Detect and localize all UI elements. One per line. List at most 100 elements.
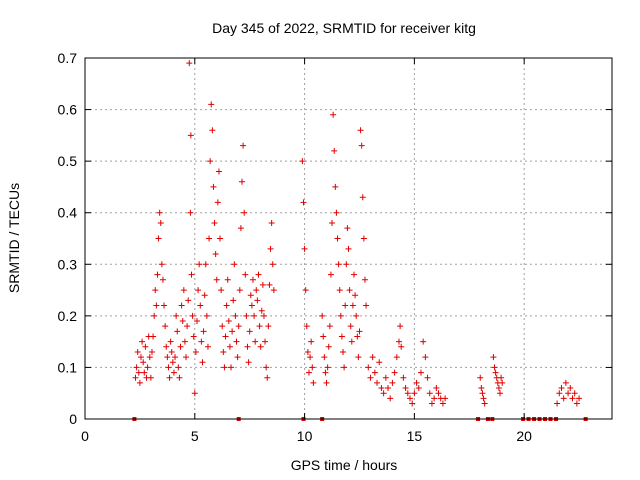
data-point <box>573 400 580 407</box>
data-point <box>426 390 433 397</box>
data-point <box>176 374 183 381</box>
data-point <box>169 359 176 366</box>
data-point <box>228 364 235 371</box>
data-point <box>148 348 155 355</box>
data-point <box>197 302 204 309</box>
data-point <box>322 369 329 376</box>
data-point <box>374 379 381 386</box>
data-point <box>220 348 227 355</box>
data-point <box>199 359 206 366</box>
data-point <box>178 302 185 309</box>
data-point <box>266 281 273 288</box>
data-point <box>163 343 170 350</box>
data-point <box>136 379 143 386</box>
data-point <box>226 343 233 350</box>
data-point <box>214 199 221 206</box>
data-point <box>480 395 487 402</box>
data-point <box>349 302 356 309</box>
data-point <box>257 343 264 350</box>
data-point <box>341 364 348 371</box>
data-point <box>237 225 244 232</box>
data-point <box>492 369 499 376</box>
data-point <box>310 379 317 386</box>
x-tick-label: 0 <box>81 428 89 444</box>
data-point <box>343 261 350 268</box>
data-point <box>558 385 565 392</box>
data-point <box>264 374 271 381</box>
data-point <box>380 390 387 397</box>
data-point <box>161 302 168 309</box>
data-point <box>267 245 274 252</box>
data-point <box>348 338 355 345</box>
data-point <box>345 245 352 252</box>
data-point <box>190 333 197 340</box>
data-point <box>245 359 252 366</box>
data-point <box>556 390 563 397</box>
data-point <box>147 374 154 381</box>
data-point <box>209 127 216 134</box>
data-marks <box>132 60 588 421</box>
data-point <box>367 374 374 381</box>
data-point <box>571 390 578 397</box>
data-point <box>335 261 342 268</box>
data-point <box>241 209 248 216</box>
data-point <box>204 343 211 350</box>
data-point <box>354 333 361 340</box>
data-point <box>554 400 561 407</box>
data-point <box>212 250 219 257</box>
data-point <box>319 312 326 319</box>
y-tick-label: 0 <box>69 411 77 427</box>
data-point <box>263 364 270 371</box>
data-point <box>358 142 365 149</box>
data-point <box>304 348 311 355</box>
data-point <box>174 328 181 335</box>
data-point <box>400 374 407 381</box>
data-point <box>140 359 147 366</box>
data-point <box>229 328 236 335</box>
data-point <box>338 333 345 340</box>
data-point <box>398 343 405 350</box>
data-point <box>336 287 343 294</box>
data-point <box>181 338 188 345</box>
data-point <box>175 364 182 371</box>
data-point <box>369 354 376 361</box>
data-point <box>166 374 173 381</box>
data-point <box>361 276 368 283</box>
y-tick-label: 0.3 <box>58 256 78 272</box>
data-point <box>219 323 226 330</box>
data-point <box>162 323 169 330</box>
data-point <box>490 354 497 361</box>
data-point <box>352 292 359 299</box>
data-point <box>183 354 190 361</box>
data-point <box>499 379 506 386</box>
x-tick-label: 5 <box>191 428 199 444</box>
data-point <box>207 158 214 165</box>
data-point <box>251 312 258 319</box>
data-point <box>231 261 238 268</box>
data-point <box>146 354 153 361</box>
data-point <box>346 287 353 294</box>
data-point <box>244 343 251 350</box>
data-point <box>253 287 260 294</box>
data-point <box>330 111 337 118</box>
data-point <box>142 343 149 350</box>
data-point <box>254 297 261 304</box>
data-point <box>382 374 389 381</box>
data-point <box>153 302 160 309</box>
data-point <box>248 302 255 309</box>
data-point <box>363 302 370 309</box>
data-point <box>402 385 409 392</box>
data-point <box>225 318 232 325</box>
data-point <box>332 183 339 190</box>
axis-ticks: 0 5 10 15 20 0 0.1 0.2 0.3 0.4 0.5 0.6 0.7 <box>58 50 612 444</box>
data-point <box>159 276 166 283</box>
x-tick-label: 15 <box>407 428 423 444</box>
data-point <box>344 225 351 232</box>
data-point <box>180 287 187 294</box>
data-point <box>387 395 394 402</box>
data-point <box>560 395 567 402</box>
data-point <box>152 287 159 294</box>
data-point <box>320 333 327 340</box>
data-point <box>413 379 420 386</box>
